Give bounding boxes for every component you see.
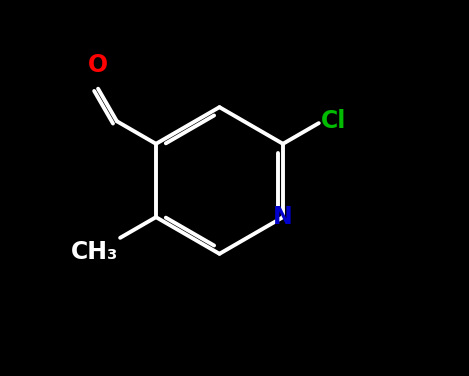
Text: N: N xyxy=(273,205,293,229)
Text: CH₃: CH₃ xyxy=(71,240,118,264)
Text: Cl: Cl xyxy=(321,109,346,133)
Text: O: O xyxy=(88,53,108,77)
